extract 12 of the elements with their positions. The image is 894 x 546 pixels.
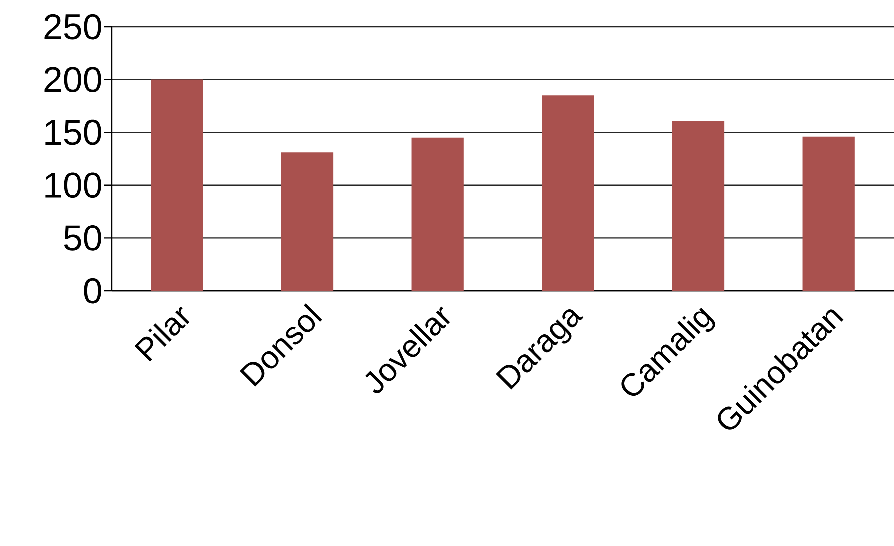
y-tick-label: 0 bbox=[84, 278, 102, 304]
bar bbox=[542, 96, 594, 291]
y-tick-label: 50 bbox=[64, 226, 102, 251]
bar bbox=[672, 120, 725, 291]
y-tick-label: 250 bbox=[44, 14, 102, 40]
y-tick-label: 100 bbox=[46, 172, 102, 198]
y-tick-label: 150 bbox=[46, 120, 102, 146]
bar bbox=[802, 136, 855, 291]
bar bbox=[151, 80, 204, 291]
y-tick-label: 200 bbox=[44, 67, 102, 92]
bar bbox=[412, 138, 464, 291]
bar bbox=[281, 152, 334, 291]
